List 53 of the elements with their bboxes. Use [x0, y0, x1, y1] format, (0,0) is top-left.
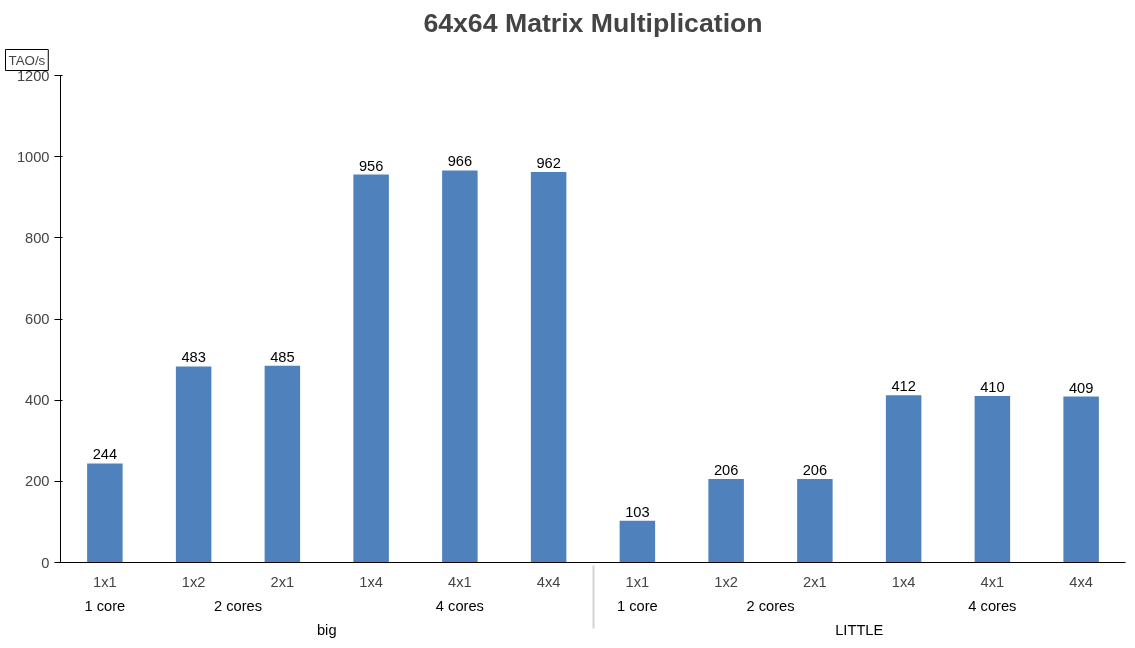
bar — [175, 366, 212, 563]
y-tick-label: 1000 — [16, 148, 50, 165]
bar — [87, 463, 123, 563]
bar — [353, 174, 389, 563]
text: 1 core — [617, 597, 658, 614]
data-label: 483 — [181, 349, 206, 366]
bar — [442, 170, 478, 563]
bar — [797, 478, 833, 563]
x-tick-label: 2x1 — [270, 573, 295, 590]
y-tick-label: 800 — [25, 229, 50, 246]
x-tick-label: 4x1 — [448, 573, 472, 590]
bar — [1063, 396, 1099, 563]
text: 1 core — [84, 597, 126, 614]
bar — [885, 395, 922, 563]
y-tick-label: 200 — [25, 473, 50, 490]
data-label: 412 — [891, 378, 916, 395]
x-tick-label: 2x1 — [803, 573, 827, 590]
y-tick-label: 400 — [25, 392, 50, 409]
x-tick-label: 1x4 — [359, 573, 383, 590]
x-tick-label: 4x1 — [980, 573, 1005, 590]
data-label: 956 — [358, 157, 384, 174]
text: 4 cores — [435, 597, 484, 614]
data-label: 244 — [92, 446, 118, 463]
data-label: 206 — [713, 461, 739, 478]
bar — [264, 365, 301, 563]
x-tick-label: 1x1 — [625, 573, 650, 590]
text: big — [316, 621, 337, 638]
x-tick-label: 1x2 — [714, 573, 738, 590]
x-tick-label: 4x4 — [1069, 573, 1093, 590]
data-label: 410 — [980, 379, 1005, 396]
x-tick-label: 4x4 — [536, 573, 561, 590]
data-label: 966 — [447, 153, 473, 170]
text: 2 cores — [746, 597, 795, 614]
x-tick-label: 1x2 — [181, 573, 206, 590]
bar — [974, 396, 1011, 563]
y-tick-label: 600 — [25, 311, 50, 327]
text: 2 cores — [213, 597, 263, 614]
data-label: 485 — [270, 348, 295, 365]
data-label: 409 — [1068, 379, 1094, 396]
x-tick-label: 1x4 — [891, 573, 916, 590]
x-tick-label: 1x1 — [93, 573, 117, 590]
text: LITTLE — [835, 621, 884, 638]
y-axis-title: TAO/s — [8, 52, 46, 68]
bar — [619, 520, 656, 563]
y-tick-label: 0 — [41, 554, 50, 571]
data-label: 103 — [625, 503, 650, 520]
text: 4 cores — [968, 597, 1017, 614]
data-label: 206 — [802, 461, 828, 478]
bar — [530, 172, 567, 563]
chart-title: 64x64 Matrix Multiplication — [423, 7, 763, 38]
data-label: 962 — [536, 155, 561, 172]
y-tick-label: 1200 — [16, 67, 50, 84]
bar — [708, 478, 744, 563]
